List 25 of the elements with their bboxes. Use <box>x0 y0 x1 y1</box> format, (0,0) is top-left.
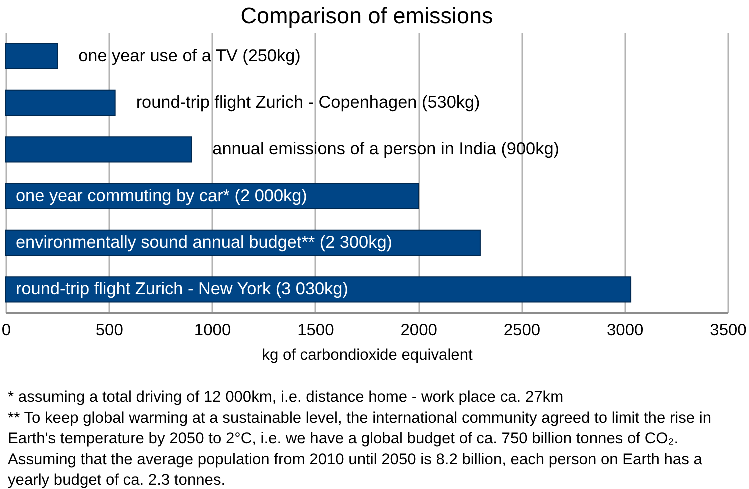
text: * assuming a total driving of 12 000km, i.e. distance home - work place ca. 27km <box>8 389 564 406</box>
x-tick-label: 1500 <box>298 322 334 340</box>
text: Assuming that the average population from 2010 until 2050 is 8.2 billion, each person on Earth has a <box>8 451 703 468</box>
chart-title: Comparison of emissions <box>240 4 494 28</box>
bar <box>6 136 192 163</box>
x-tick-label: 0 <box>2 322 12 340</box>
x-tick-label: 500 <box>96 322 124 340</box>
y-tick-label: one year use of a TV (250kg) <box>78 45 301 66</box>
y-tick-label: round-trip flight Zurich - New York (3 030kg) <box>16 278 348 299</box>
bar <box>6 90 116 116</box>
y-tick-label: environmentally sound annual budget** (2 300kg) <box>16 232 392 252</box>
x-tick-label: 3000 <box>607 322 644 340</box>
x-axis-title: kg of carbondioxide equivalent <box>262 347 474 364</box>
y-tick-label: round-trip flight Zurich - Copenhagen (530kg) <box>136 92 480 112</box>
bar <box>6 276 632 303</box>
x-tick-label: 3500 <box>710 322 747 340</box>
y-tick-label: one year commuting by car* (2 000kg) <box>16 185 308 206</box>
y-tick-label: annual emissions of a person in India (900kg) <box>212 138 560 159</box>
x-tick-label: 1000 <box>194 322 232 340</box>
text: ** To keep global warming at a sustainable level, the international community agreed to limit the rise in <box>8 410 712 427</box>
text: yearly budget of ca. 2.3 tonnes. <box>8 472 226 489</box>
x-tick-label: 2500 <box>504 322 541 340</box>
text: Earth's temperature by 2050 to 2°C, i.e. we have a global budget of ca. 750 billion tonnes of CO₂. <box>8 430 679 448</box>
x-tick-label: 2000 <box>400 322 438 340</box>
bar <box>6 43 58 70</box>
